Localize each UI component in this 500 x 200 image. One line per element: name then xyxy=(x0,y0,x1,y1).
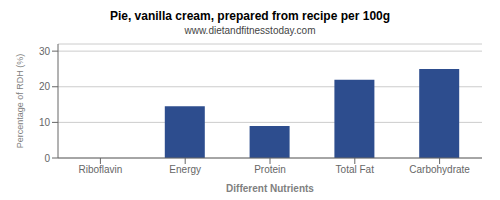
svg-text:10: 10 xyxy=(39,117,51,128)
svg-text:Total Fat: Total Fat xyxy=(336,164,375,175)
html-text:Pie, vanilla cream, prepared f: Pie, vanilla cream, prepared from recipe… xyxy=(109,9,391,23)
svg-text:Energy: Energy xyxy=(169,164,201,175)
svg-text:Riboflavin: Riboflavin xyxy=(78,164,122,175)
svg-text:Carbohydrate: Carbohydrate xyxy=(409,164,470,175)
svg-text:Protein: Protein xyxy=(254,164,286,175)
svg-text:20: 20 xyxy=(39,81,51,92)
svg-text:Percentage of RDH (%): Percentage of RDH (%) xyxy=(15,54,25,149)
html-text:www.dietandfitnesstoday.com: www.dietandfitnesstoday.com xyxy=(184,25,316,36)
svg-text:Different Nutrients: Different Nutrients xyxy=(226,183,314,192)
svg-text:30: 30 xyxy=(39,46,51,57)
svg-text:0: 0 xyxy=(44,153,50,164)
